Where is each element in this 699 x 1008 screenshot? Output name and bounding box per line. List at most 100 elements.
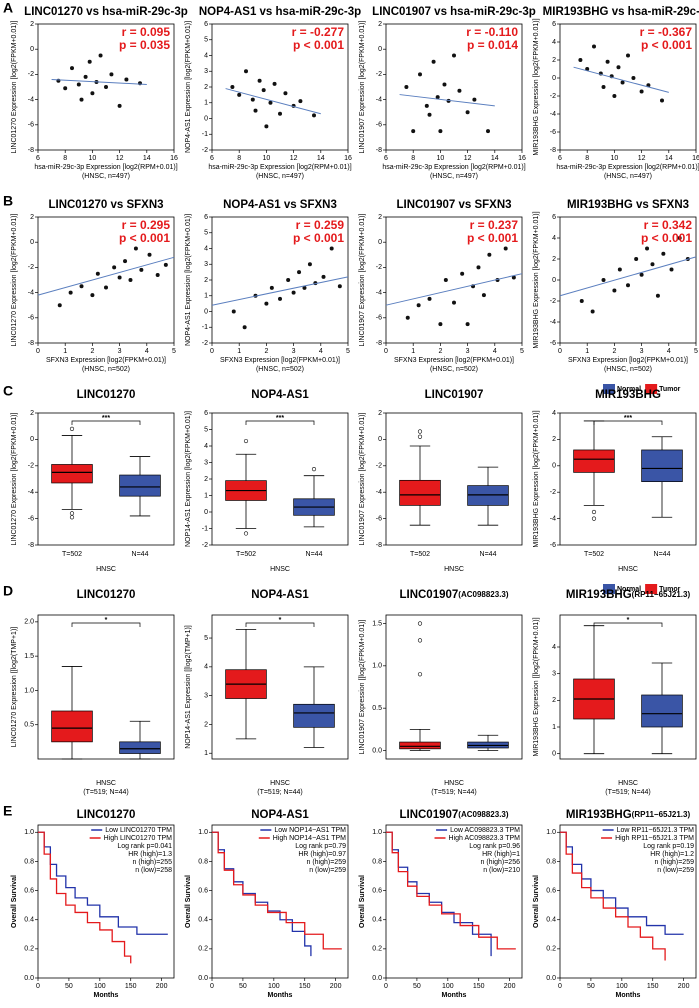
point <box>650 262 655 267</box>
outlier <box>591 516 597 521</box>
y-tick-label: 6 <box>204 410 208 417</box>
x-axis-label: (HNSC, n=497) <box>430 173 478 180</box>
y-axis-label: LINC01270 Expression [log2(FPKM+0.01)] <box>11 21 18 154</box>
y-tick-label: 4 <box>204 443 208 450</box>
panel-title: LINC01270 <box>77 589 136 601</box>
y-axis-label: NOP14-AS1 Expression [[log2(TMP+1)] <box>185 625 192 749</box>
box-label: N=44 <box>480 551 497 558</box>
legend-label: High RP11−65J21.3 TPM <box>615 835 694 842</box>
y-tick-label: 2 <box>378 410 382 417</box>
x-tick-label: 10 <box>263 155 271 162</box>
y-tick-label: -6 <box>376 122 382 129</box>
x-tick-label: 0 <box>384 983 388 990</box>
fit-line <box>399 94 495 107</box>
x-axis-label: (T=519; N=44) <box>605 789 651 796</box>
point <box>104 85 108 89</box>
x-tick-label: 150 <box>125 983 137 990</box>
point <box>321 274 326 279</box>
y-tick-label: -4 <box>550 111 556 118</box>
point <box>291 290 296 295</box>
y-tick-label: -2 <box>550 93 556 100</box>
panel-title: LINC01270 <box>77 809 136 821</box>
point <box>264 124 269 129</box>
plot-frame <box>37 412 175 546</box>
point <box>68 290 73 295</box>
title-main: MIR193BHG <box>566 809 632 821</box>
sig-label: *** <box>624 415 632 422</box>
y-tick-label: 0 <box>204 115 208 122</box>
x-tick-label: 10 <box>89 155 97 162</box>
y-tick-label: -2 <box>202 340 208 347</box>
survival-curve <box>212 831 342 950</box>
y-tick-label: -8 <box>28 147 34 154</box>
y-tick-label: 0.6 <box>546 887 556 894</box>
x-tick-label: 200 <box>678 983 690 990</box>
panel-title: MIR193BHG(RP11−65J21.3) <box>566 589 691 601</box>
x-axis-label: (HNSC, n=497) <box>82 173 130 180</box>
title-main: MIR193BHG vs SFXN3 <box>567 199 689 211</box>
point <box>257 78 262 83</box>
plot-frame <box>559 614 697 760</box>
stat-annotation: r = -0.277 <box>292 25 345 39</box>
y-tick-label: 0.2 <box>198 946 208 953</box>
point <box>163 262 168 267</box>
y-tick-label: 3 <box>204 261 208 268</box>
y-tick-label: 3 <box>204 68 208 75</box>
x-tick-label: 12 <box>464 155 472 162</box>
x-tick-label: 200 <box>330 983 342 990</box>
point <box>147 252 152 257</box>
point <box>677 236 682 240</box>
y-tick-label: -8 <box>550 147 556 154</box>
plot-frame <box>37 216 175 344</box>
point <box>302 285 307 290</box>
point <box>579 299 584 303</box>
y-axis-label: LINC01270 Expression [log2(FPKM+0.01)] <box>11 214 18 347</box>
y-tick-label: 5 <box>204 635 208 642</box>
point <box>472 97 477 102</box>
legend-label: High AC098823.3 TPM <box>449 835 521 842</box>
x-tick-label: 2 <box>264 348 268 355</box>
y-tick-label: -4 <box>28 289 34 296</box>
title-main: LINC01907 vs hsa-miR-29c-3p <box>372 6 536 18</box>
point <box>435 95 440 100</box>
plot-frame <box>559 824 697 979</box>
y-tick-label: -8 <box>376 542 382 549</box>
x-tick-label: 1 <box>237 348 241 355</box>
point <box>645 246 650 251</box>
point <box>617 267 622 272</box>
point <box>416 303 421 308</box>
y-tick-label: 4 <box>204 245 208 252</box>
point <box>626 53 630 58</box>
point <box>312 113 316 118</box>
x-tick-label: 100 <box>268 983 280 990</box>
y-tick-label: 0.6 <box>198 887 208 894</box>
y-tick-label: 1.0 <box>372 829 382 836</box>
point <box>95 271 100 276</box>
plot-frame <box>385 216 523 344</box>
y-tick-label: 5 <box>204 230 208 237</box>
x-tick-label: 16 <box>170 155 178 162</box>
y-tick-label: 1 <box>204 100 208 107</box>
x-axis-label: Months <box>616 992 641 999</box>
y-tick-label: 0.2 <box>24 946 34 953</box>
x-tick-label: 6 <box>210 155 214 162</box>
y-tick-label: 6 <box>204 21 208 28</box>
point <box>405 315 410 320</box>
outlier <box>311 467 317 472</box>
point <box>87 59 92 64</box>
y-axis-label: MIR193BHG Expression [log2(FPKM+0.01)] <box>533 18 540 155</box>
y-tick-label: 0.4 <box>546 917 556 924</box>
point <box>283 91 288 96</box>
point <box>128 278 133 282</box>
panel-label: A <box>3 0 13 16</box>
y-tick-label: -8 <box>28 542 34 549</box>
point <box>601 278 606 282</box>
y-tick-label: 0.0 <box>372 747 382 754</box>
panel-title: LINC01270 vs hsa-miR-29c-3p <box>24 6 188 18</box>
title-main: LINC01270 <box>77 389 136 401</box>
stat-annotation: n (low)=210 <box>483 867 520 874</box>
y-tick-label: 0.2 <box>546 946 556 953</box>
legend-label: Low LINC01270 TPM <box>105 827 172 834</box>
x-tick-label: 6 <box>36 155 40 162</box>
